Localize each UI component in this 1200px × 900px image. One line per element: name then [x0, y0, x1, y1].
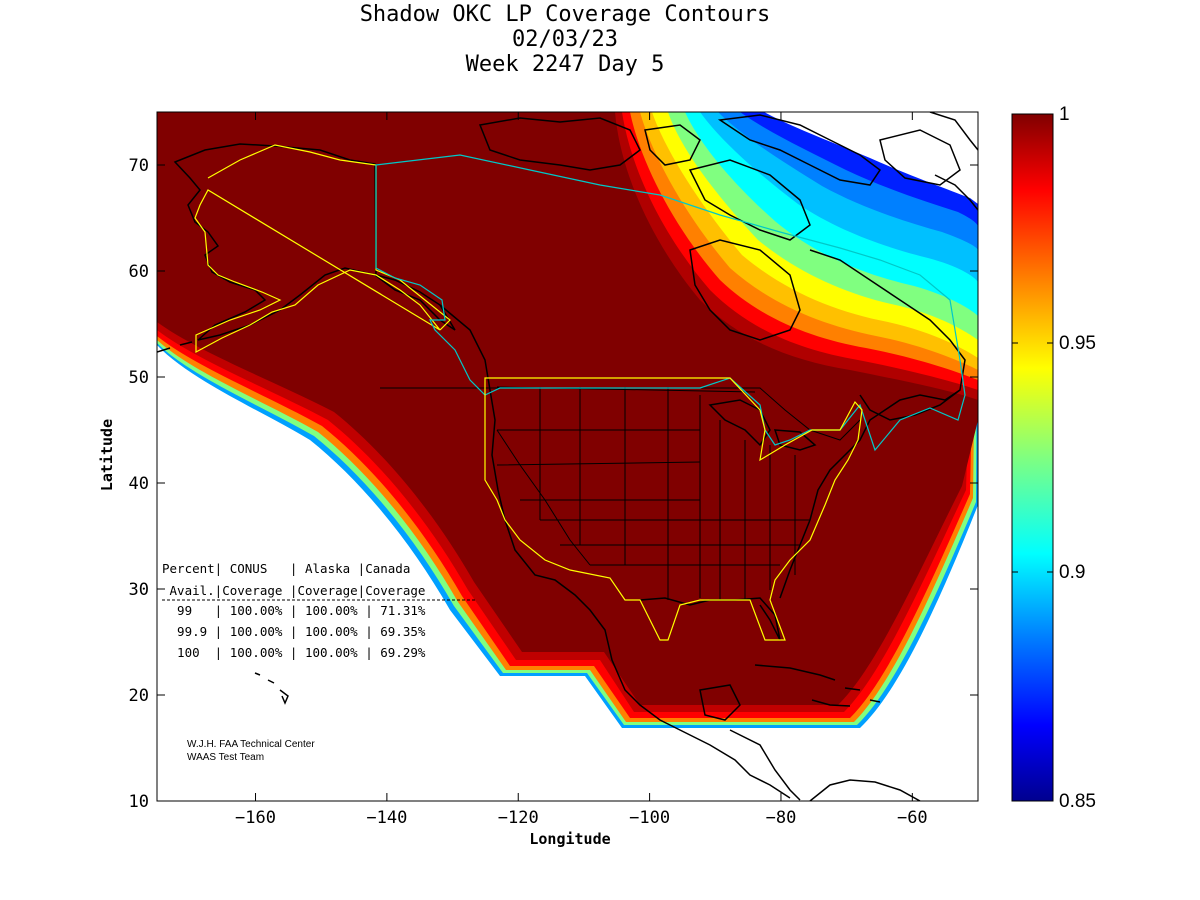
- map-title-line1: Shadow OKC LP Coverage Contours: [359, 2, 771, 27]
- stats-row-99: 99 | 100.00% | 100.00% | 71.31%: [162, 603, 426, 618]
- credit-line1: W.J.H. FAA Technical Center: [187, 739, 315, 750]
- credit-line2: WAAS Test Team: [187, 752, 264, 763]
- coverage-stats-table: Percent| CONUS | Alaska |Canada Avail.|C…: [162, 561, 476, 660]
- y-tick-label: 50: [129, 368, 149, 388]
- x-tick-label: −140: [366, 808, 407, 828]
- y-tick-label: 60: [129, 262, 149, 282]
- stats-header-line1: Percent| CONUS | Alaska |Canada: [162, 561, 410, 576]
- region-boundaries: [194, 144, 966, 641]
- x-tick-label: −100: [629, 808, 670, 828]
- coastlines: [157, 112, 978, 801]
- y-tick-label: 70: [129, 156, 149, 176]
- colorbar-tick-label: 0.85: [1059, 791, 1096, 812]
- plot-frame: [156, 111, 979, 802]
- y-tick-label: 10: [129, 792, 149, 812]
- stats-header-line2: Avail.|Coverage |Coverage|Coverage: [162, 583, 425, 598]
- x-tick-label: −60: [897, 808, 928, 828]
- x-axis-title: Longitude: [529, 830, 610, 848]
- x-tick-label: −160: [235, 808, 276, 828]
- colorbar-tick-label: 0.95: [1059, 333, 1096, 354]
- map-title-date: 02/03/23: [512, 27, 618, 52]
- colorbar-tick-label: 0.9: [1059, 562, 1085, 583]
- x-tick-label: −120: [498, 808, 539, 828]
- colorbar-tick-label: 1: [1059, 104, 1070, 125]
- y-tick-label: 40: [129, 474, 149, 494]
- y-tick-label: 30: [129, 580, 149, 600]
- stats-row-100: 100 | 100.00% | 100.00% | 69.29%: [162, 645, 426, 660]
- y-axis-title: Latitude: [98, 419, 116, 491]
- y-tick-label: 20: [129, 686, 149, 706]
- y-axis-ticks: 10 20 30 40 50 60 70: [129, 156, 978, 812]
- colorbar: [1011, 113, 1054, 802]
- stats-row-99-9: 99.9 | 100.00% | 100.00% | 69.35%: [162, 624, 426, 639]
- x-axis-ticks: −160 −140 −120 −100 −80 −60: [235, 112, 928, 828]
- map-title-week: Week 2247 Day 5: [465, 52, 665, 77]
- x-tick-label: −80: [766, 808, 797, 828]
- colorbar-ticks: 1 0.95 0.9 0.85: [1012, 104, 1096, 812]
- coverage-contours: [157, 112, 978, 728]
